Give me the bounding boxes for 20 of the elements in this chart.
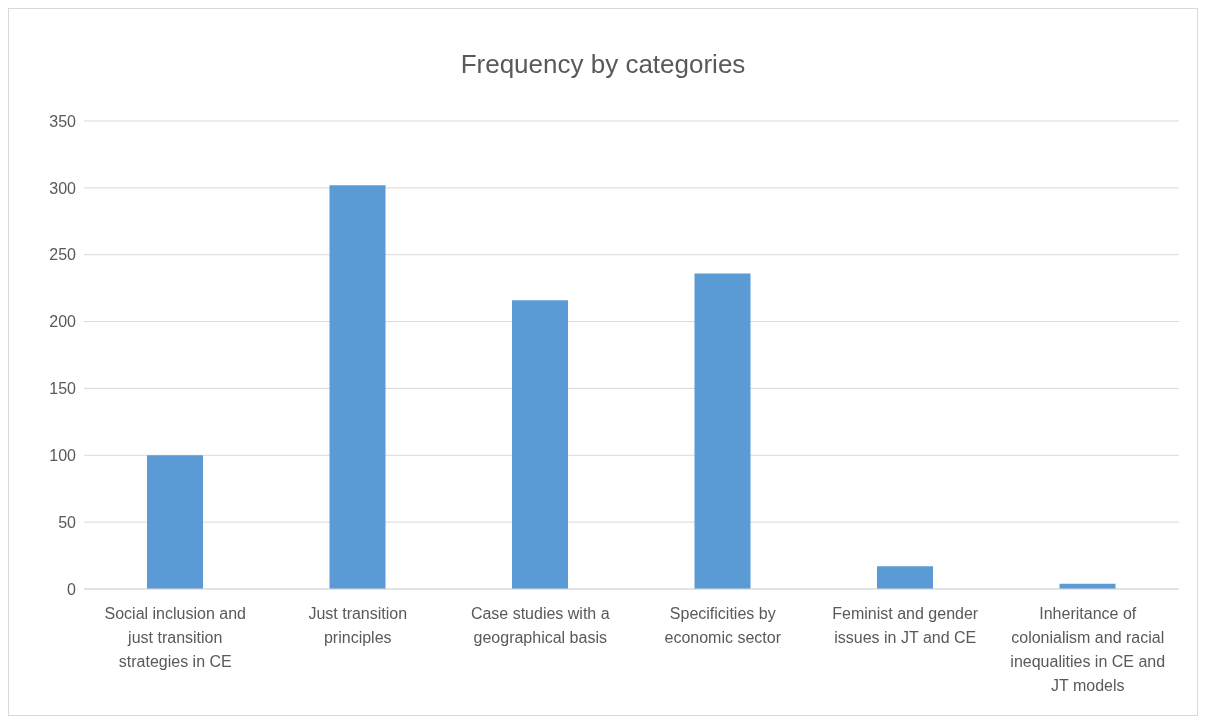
y-tick-label: 200	[49, 313, 77, 331]
x-tick-label: Social inclusion and just transition strategies in CE	[104, 605, 246, 670]
bar	[329, 185, 386, 589]
y-tick-label: 150	[49, 380, 77, 398]
chart-title: Frequency by categories	[459, 49, 747, 80]
x-tick-label: Specificities by economic sector	[664, 605, 782, 646]
y-tick-label: 0	[67, 580, 77, 598]
bar	[512, 300, 568, 589]
bar	[877, 566, 933, 589]
x-tick-label: Just transition principles	[308, 605, 408, 646]
y-tick-label: 250	[49, 246, 77, 264]
y-tick-label: 350	[49, 112, 77, 130]
x-tick-label: Case studies with a geographical basis	[470, 605, 610, 646]
bar	[694, 273, 751, 589]
y-tick-label: 50	[58, 513, 77, 531]
x-tick-label: Feminist and gender issues in JT and CE	[832, 605, 979, 646]
bar	[147, 455, 203, 589]
y-tick-label: 300	[49, 179, 77, 197]
y-tick-label: 100	[49, 446, 77, 464]
x-tick-label: Inheritance of colonialism and racial inequalities in CE and JT models	[1010, 605, 1166, 694]
